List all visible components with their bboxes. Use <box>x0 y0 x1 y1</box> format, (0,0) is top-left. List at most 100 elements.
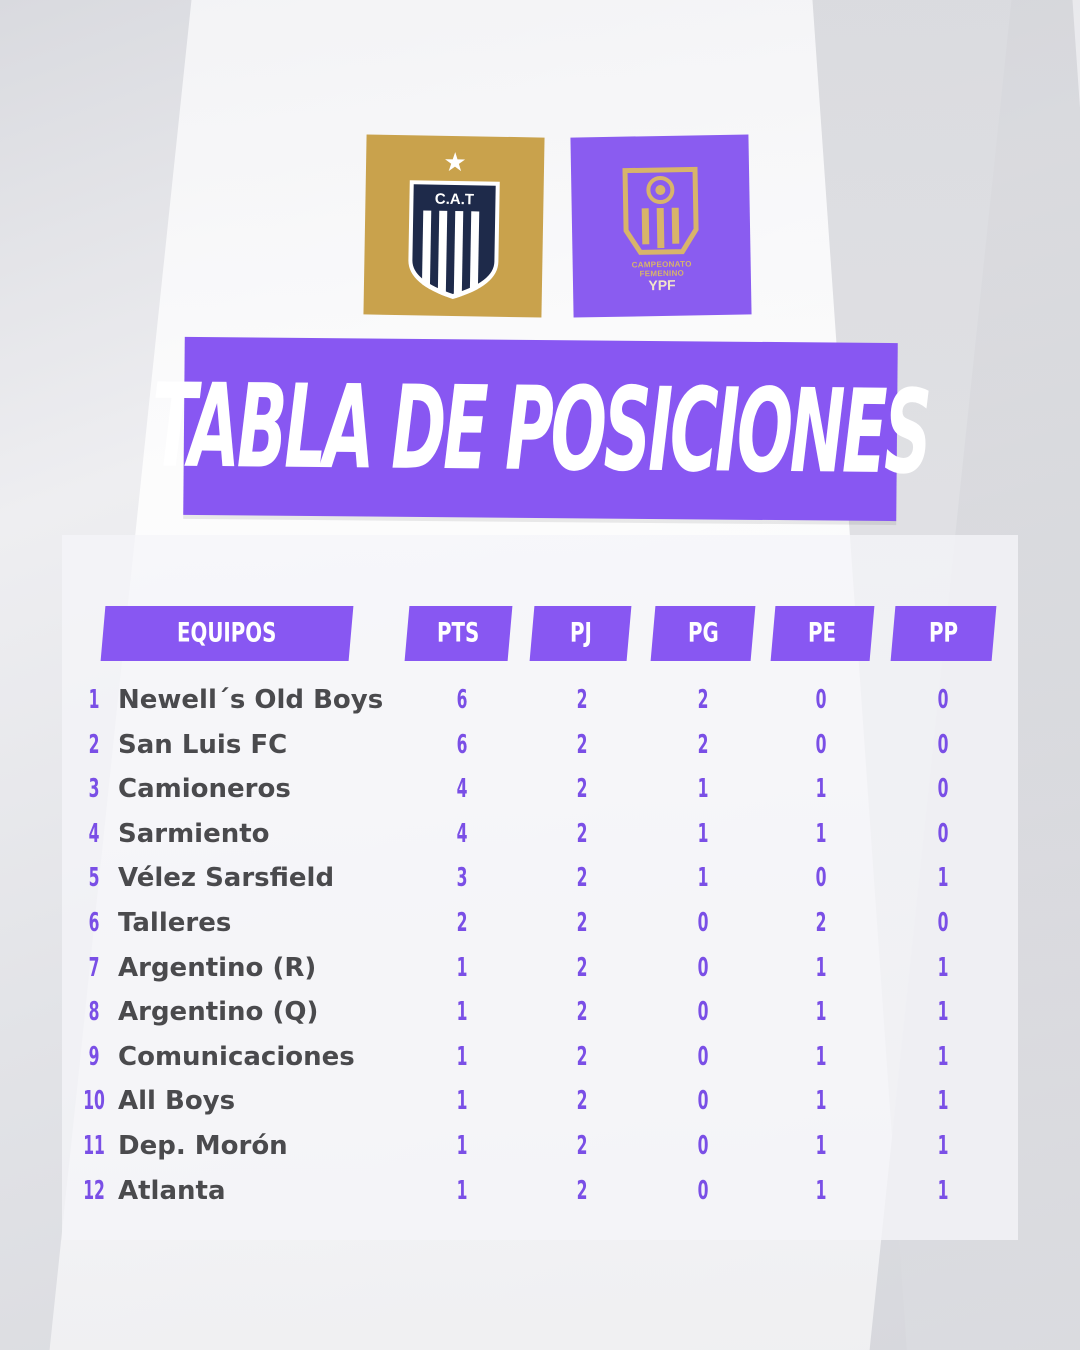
position: 11 <box>83 1130 105 1161</box>
header-won: PG <box>650 606 756 661</box>
lost: 1 <box>937 997 949 1028</box>
header-lost: PP <box>890 606 997 661</box>
won: 2 <box>697 685 709 715</box>
competition-logo-tile: CAMPEONATO FEMENINO YPF <box>570 134 752 318</box>
table-row: 4 Sarmiento 4 2 1 1 0 <box>0 812 1080 857</box>
table-row: 8 Argentino (Q) 1 2 0 1 1 <box>0 990 1080 1035</box>
drawn: 1 <box>815 1086 827 1117</box>
position: 2 <box>88 729 100 760</box>
played: 2 <box>576 863 588 894</box>
lost: 0 <box>937 729 949 760</box>
played: 2 <box>576 1130 588 1161</box>
won: 1 <box>697 863 709 894</box>
played: 2 <box>576 1086 588 1117</box>
position: 7 <box>88 952 100 983</box>
drawn: 1 <box>815 818 827 849</box>
lost: 1 <box>937 1086 949 1117</box>
table-row: 11 Dep. Morón 1 2 0 1 1 <box>0 1124 1080 1169</box>
won: 0 <box>697 1041 709 1072</box>
position: 5 <box>88 863 100 894</box>
points: 4 <box>456 774 468 805</box>
position: 9 <box>88 1041 100 1072</box>
played: 2 <box>576 774 588 805</box>
header-won-label: PG <box>687 618 719 649</box>
team-name: Newell´s Old Boys <box>118 685 384 715</box>
points: 1 <box>456 1041 468 1072</box>
points: 2 <box>456 907 468 938</box>
played: 2 <box>576 729 588 760</box>
header-played-label: PJ <box>569 618 592 649</box>
lost: 0 <box>937 685 949 715</box>
table-row: 3 Camioneros 4 2 1 1 0 <box>0 767 1080 812</box>
played: 2 <box>576 1175 588 1206</box>
page-title: TABLA DE POSICIONES <box>151 358 930 500</box>
drawn: 1 <box>815 1175 827 1206</box>
table-row: 9 Comunicaciones 1 2 0 1 1 <box>0 1035 1080 1080</box>
drawn: 0 <box>815 729 827 760</box>
points: 4 <box>456 818 468 849</box>
points: 1 <box>456 1086 468 1117</box>
points: 6 <box>456 685 468 715</box>
drawn: 0 <box>815 863 827 894</box>
lost: 0 <box>937 907 949 938</box>
won: 0 <box>697 1086 709 1117</box>
standings-rows: 1 Newell´s Old Boys 6 2 2 0 0 2 San Luis… <box>0 678 1080 1213</box>
drawn: 0 <box>815 685 827 715</box>
position: 1 <box>88 685 100 715</box>
team-name: Vélez Sarsfield <box>118 863 335 894</box>
team-name: All Boys <box>118 1086 236 1117</box>
competition-sponsor: YPF <box>648 276 676 293</box>
team-name: Comunicaciones <box>118 1041 355 1072</box>
header-lost-label: PP <box>928 618 958 649</box>
table-row: 6 Talleres 2 2 0 2 0 <box>0 901 1080 946</box>
club-initials: C.A.T <box>435 191 474 209</box>
drawn: 1 <box>815 1041 827 1072</box>
position: 3 <box>88 774 100 805</box>
won: 0 <box>697 1130 709 1161</box>
team-name: Argentino (Q) <box>118 997 319 1028</box>
won: 0 <box>697 952 709 983</box>
played: 2 <box>576 907 588 938</box>
table-row: 10 All Boys 1 2 0 1 1 <box>0 1079 1080 1124</box>
team-name: San Luis FC <box>118 729 288 760</box>
position: 12 <box>83 1175 105 1206</box>
club-crest-logo: C.A.T <box>408 180 500 300</box>
team-name: Argentino (R) <box>118 952 317 983</box>
header-played: PJ <box>529 606 632 661</box>
lost: 1 <box>937 863 949 894</box>
table-row: 1 Newell´s Old Boys 6 2 2 0 0 <box>0 678 1080 723</box>
header-drawn: PE <box>770 606 875 661</box>
played: 2 <box>576 952 588 983</box>
lost: 1 <box>937 1130 949 1161</box>
competition-emblem-icon <box>622 166 699 255</box>
lost: 0 <box>937 818 949 849</box>
points: 6 <box>456 729 468 760</box>
drawn: 1 <box>815 952 827 983</box>
lost: 1 <box>937 952 949 983</box>
points: 3 <box>456 863 468 894</box>
table-row: 5 Vélez Sarsfield 3 2 1 0 1 <box>0 856 1080 901</box>
played: 2 <box>576 685 588 715</box>
header-team: EQUIPOS <box>100 606 354 661</box>
table-row: 7 Argentino (R) 1 2 0 1 1 <box>0 946 1080 991</box>
played: 2 <box>576 1041 588 1072</box>
team-name: Dep. Morón <box>118 1130 288 1161</box>
drawn: 1 <box>815 997 827 1028</box>
won: 0 <box>697 997 709 1028</box>
points: 1 <box>456 997 468 1028</box>
star-icon: ★ <box>443 146 468 178</box>
header-team-label: EQUIPOS <box>177 618 277 649</box>
header-points-label: PTS <box>437 618 480 649</box>
position: 8 <box>88 997 100 1028</box>
drawn: 1 <box>815 774 827 805</box>
drawn: 2 <box>815 907 827 938</box>
won: 2 <box>697 729 709 760</box>
position: 10 <box>83 1086 105 1117</box>
points: 1 <box>456 1175 468 1206</box>
club-logo-tile: ★ C.A.T <box>363 134 545 318</box>
won: 1 <box>697 774 709 805</box>
won: 0 <box>697 907 709 938</box>
lost: 0 <box>937 774 949 805</box>
position: 4 <box>88 818 100 849</box>
drawn: 1 <box>815 1130 827 1161</box>
